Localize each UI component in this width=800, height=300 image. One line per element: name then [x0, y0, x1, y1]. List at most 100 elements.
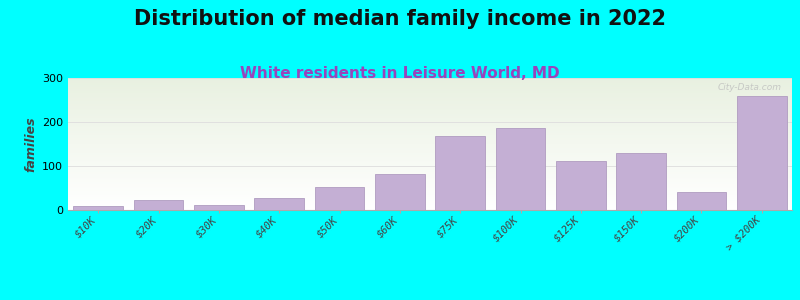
Bar [68, 130, 792, 131]
Bar [68, 174, 792, 175]
Bar [314, 187, 364, 210]
Bar [68, 132, 792, 133]
Bar [68, 183, 792, 184]
Bar [68, 94, 792, 95]
Bar [68, 116, 792, 117]
Bar [68, 161, 792, 162]
Bar [68, 197, 792, 198]
Bar [68, 164, 792, 165]
Bar [68, 208, 792, 209]
Bar [68, 155, 792, 156]
Bar [68, 105, 792, 106]
Bar [68, 146, 792, 147]
Bar [68, 157, 792, 158]
Bar [68, 129, 792, 130]
Bar [68, 134, 792, 135]
Bar [68, 111, 792, 112]
Bar [68, 137, 792, 138]
Bar [68, 150, 792, 151]
Bar [68, 205, 792, 206]
Bar [68, 192, 792, 193]
Bar [68, 106, 792, 107]
Bar [68, 142, 792, 143]
Bar [254, 198, 304, 210]
Text: Distribution of median family income in 2022: Distribution of median family income in … [134, 9, 666, 29]
Bar [68, 177, 792, 178]
Bar [68, 97, 792, 98]
Bar [68, 188, 792, 189]
Bar [68, 124, 792, 125]
Bar [68, 123, 792, 124]
Bar [68, 115, 792, 116]
Bar [134, 200, 183, 210]
Bar [68, 148, 792, 149]
Bar [68, 203, 792, 204]
Bar [68, 88, 792, 89]
Bar [68, 191, 792, 192]
Bar [68, 168, 792, 169]
Bar [68, 171, 792, 172]
Bar [68, 108, 792, 109]
Bar [68, 83, 792, 84]
Bar [68, 189, 792, 190]
Bar [68, 156, 792, 157]
Bar [68, 118, 792, 119]
Bar [68, 93, 792, 94]
Bar [68, 145, 792, 146]
Bar [68, 149, 792, 150]
Bar [68, 196, 792, 197]
Bar [68, 114, 792, 115]
Bar [68, 181, 792, 182]
Bar [68, 136, 792, 137]
Bar [68, 78, 792, 79]
Bar [68, 200, 792, 201]
Bar [68, 140, 792, 141]
Bar [68, 184, 792, 185]
Bar [68, 154, 792, 155]
Bar [68, 133, 792, 134]
Bar [68, 169, 792, 170]
Bar [68, 204, 792, 205]
Bar [68, 165, 792, 166]
Bar [68, 112, 792, 113]
Bar [68, 202, 792, 203]
Bar [68, 147, 792, 148]
Bar [68, 182, 792, 183]
Bar [68, 101, 792, 102]
Bar [68, 125, 792, 126]
Bar [68, 173, 792, 174]
Bar [68, 180, 792, 181]
Bar [556, 161, 606, 210]
Bar [68, 126, 792, 127]
Text: City-Data.com: City-Data.com [717, 83, 781, 92]
Bar [68, 187, 792, 188]
Bar [68, 172, 792, 173]
Bar [435, 136, 485, 210]
Bar [68, 207, 792, 208]
Bar [68, 158, 792, 159]
Bar [68, 107, 792, 108]
Bar [68, 103, 792, 104]
Bar [68, 95, 792, 96]
Bar [74, 206, 123, 210]
Bar [68, 82, 792, 83]
Bar [375, 174, 425, 210]
Bar [68, 91, 792, 92]
Bar [68, 199, 792, 200]
Bar [68, 190, 792, 191]
Bar [68, 186, 792, 187]
Bar [68, 85, 792, 86]
Bar [68, 167, 792, 168]
Bar [68, 185, 792, 186]
Bar [68, 100, 792, 101]
Bar [68, 98, 792, 99]
Bar [68, 119, 792, 120]
Bar [68, 92, 792, 93]
Bar [68, 80, 792, 81]
Bar [68, 163, 792, 164]
Bar [68, 138, 792, 139]
Bar [68, 122, 792, 123]
Bar [68, 139, 792, 140]
Bar [68, 135, 792, 136]
Bar [68, 159, 792, 160]
